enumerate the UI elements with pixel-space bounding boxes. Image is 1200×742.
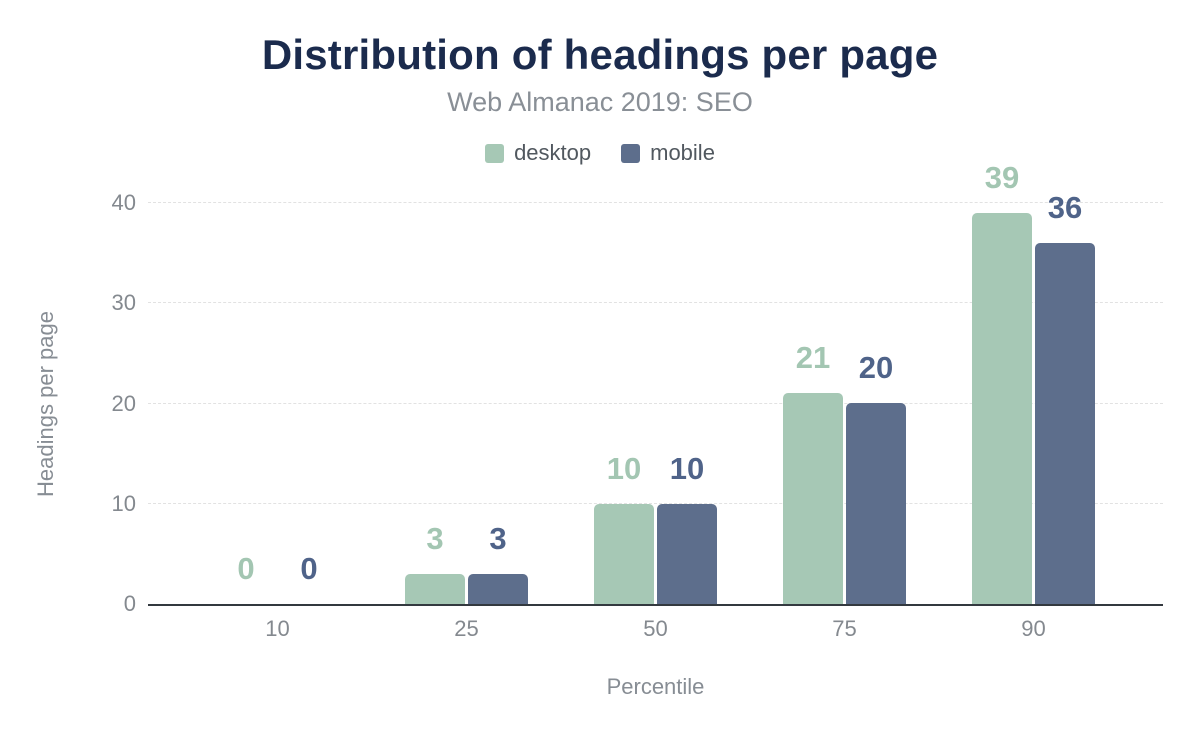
- bar-desktop: [972, 213, 1032, 604]
- x-axis-title: Percentile: [606, 674, 705, 699]
- x-tick-label: 90: [1021, 616, 1046, 641]
- bar-column-desktop: 3: [405, 203, 465, 604]
- x-tick-label: 10: [265, 616, 290, 641]
- x-tick-label: 75: [832, 616, 857, 641]
- gridline-10: [148, 502, 1163, 504]
- x-axis-line: [148, 604, 1163, 606]
- gridline-30: [148, 302, 1163, 304]
- bar-desktop: [405, 574, 465, 604]
- bar-value-label-desktop: 21: [795, 340, 831, 375]
- bar-value-label-desktop: 0: [237, 551, 255, 586]
- bar-column-desktop: 39: [972, 162, 1032, 604]
- chart-title: Distribution of headings per page: [261, 31, 939, 78]
- plot-area: 0 0 3 3 10 10 21 20 39 36: [148, 162, 1163, 606]
- bar-column-desktop: 0: [216, 203, 276, 604]
- bar-value-label-mobile: 36: [1047, 190, 1083, 225]
- bar-mobile: [657, 504, 717, 604]
- legend: desktop mobile: [0, 142, 1200, 164]
- bar-value-label-mobile: 20: [858, 350, 894, 385]
- gridline-40: [148, 202, 1163, 203]
- legend-swatch-desktop-icon: [485, 143, 505, 163]
- bar-desktop: [783, 393, 843, 604]
- bar-column-mobile: 0: [279, 203, 339, 604]
- y-tick-label: 10: [111, 490, 136, 516]
- bar-value-label-mobile: 3: [489, 521, 507, 556]
- bar-column-mobile: 20: [846, 203, 906, 604]
- bar-mobile: [846, 403, 906, 604]
- bar-column-mobile: 3: [468, 203, 528, 604]
- legend-item-desktop: desktop: [485, 142, 591, 164]
- y-tick-label: 20: [111, 390, 136, 416]
- legend-item-mobile: mobile: [621, 142, 715, 164]
- bar-group-90: 39 36: [939, 162, 1128, 604]
- bar-column-mobile: 36: [1035, 192, 1095, 604]
- bar-column-mobile: 10: [657, 203, 717, 604]
- x-tick-label: 25: [454, 616, 479, 641]
- bar-value-label-desktop: 39: [984, 160, 1020, 195]
- bar-group-75: 21 20: [750, 203, 939, 604]
- bar-column-desktop: 21: [783, 203, 843, 604]
- y-tick-label: 40: [111, 190, 136, 215]
- bar-column-desktop: 10: [594, 203, 654, 604]
- bar-value-label-desktop: 10: [606, 451, 642, 486]
- bar-mobile: [468, 574, 528, 604]
- bar-value-label-mobile: 0: [300, 551, 318, 586]
- x-tick-label: 50: [643, 616, 668, 641]
- legend-label-desktop: desktop: [514, 140, 592, 165]
- chart-subtitle: Web Almanac 2019: SEO: [447, 87, 753, 117]
- bar-group-50: 10 10: [561, 203, 750, 604]
- gridline-20: [148, 402, 1163, 404]
- bar-value-label-mobile: 10: [669, 451, 705, 486]
- bar-mobile: [1035, 243, 1095, 604]
- y-tick-label: 30: [111, 290, 136, 316]
- y-tick-label: 0: [123, 591, 136, 616]
- bar-value-label-desktop: 3: [426, 521, 444, 556]
- bar-desktop: [594, 504, 654, 604]
- legend-swatch-mobile-icon: [621, 143, 641, 163]
- legend-label-mobile: mobile: [650, 140, 715, 165]
